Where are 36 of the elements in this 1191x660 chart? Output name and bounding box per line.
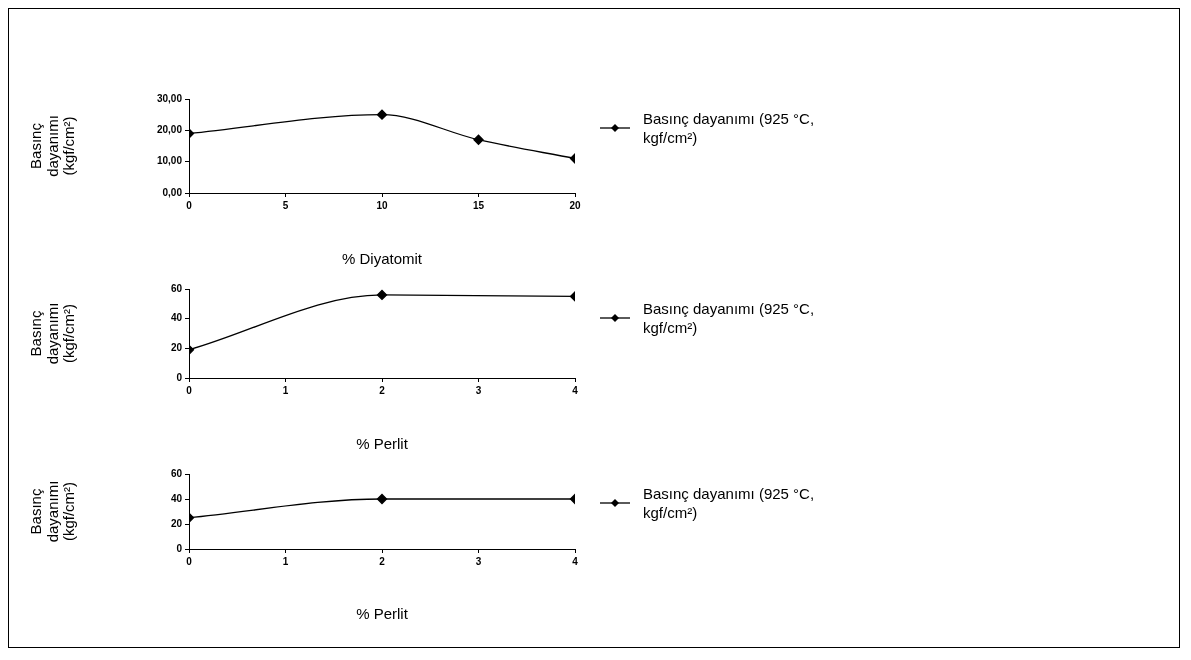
x-axis-title: % Diyatomit bbox=[341, 250, 423, 268]
x-axis-title: % Perlit bbox=[356, 435, 409, 453]
y-tick-label: 0 bbox=[176, 371, 183, 383]
y-axis-title: Basınç dayanımı (kgf/cm²) bbox=[27, 302, 78, 365]
x-tick-label: 4 bbox=[572, 555, 579, 567]
y-tick-label: 20 bbox=[170, 517, 183, 529]
legend-label: Basınç dayanımı (925 °C, kgf/cm²) bbox=[643, 109, 816, 147]
x-tick-label: 0 bbox=[186, 199, 193, 211]
y-tick-label: 60 bbox=[170, 282, 183, 294]
x-tick-label: 1 bbox=[282, 555, 289, 567]
x-tick-label: 20 bbox=[569, 199, 581, 211]
y-tick-label: 30,00 bbox=[156, 92, 183, 104]
y-axis-title: Basınç dayanımı (kgf/cm²) bbox=[27, 480, 78, 543]
y-axis-title: Basınç dayanımı (kgf/cm²) bbox=[27, 115, 78, 177]
x-tick-label: 2 bbox=[379, 384, 386, 396]
x-tick-label: 0 bbox=[186, 384, 193, 396]
x-tick-label: 0 bbox=[186, 555, 193, 567]
x-tick-label: 3 bbox=[475, 384, 482, 396]
legend-label: Basınç dayanımı (925 °C, kgf/cm²) bbox=[643, 484, 816, 522]
legend-label: Basınç dayanımı (925 °C, kgf/cm²) bbox=[643, 299, 816, 337]
x-axis-title: % Perlit bbox=[356, 605, 409, 623]
x-tick-label: 1 bbox=[282, 384, 289, 396]
y-tick-label: 10,00 bbox=[156, 155, 183, 167]
y-tick-label: 40 bbox=[170, 312, 183, 324]
x-tick-label: 3 bbox=[475, 555, 482, 567]
y-tick-label: 60 bbox=[170, 467, 183, 479]
x-tick-label: 4 bbox=[572, 384, 579, 396]
x-tick-label: 5 bbox=[282, 199, 289, 211]
y-tick-label: 0 bbox=[176, 542, 183, 554]
x-tick-label: 10 bbox=[376, 199, 388, 211]
y-tick-label: 0,00 bbox=[162, 186, 183, 198]
y-tick-label: 40 bbox=[170, 492, 183, 504]
y-tick-label: 20,00 bbox=[156, 124, 183, 136]
y-tick-label: 20 bbox=[170, 342, 183, 354]
x-tick-label: 15 bbox=[472, 199, 485, 211]
x-tick-label: 2 bbox=[379, 555, 386, 567]
